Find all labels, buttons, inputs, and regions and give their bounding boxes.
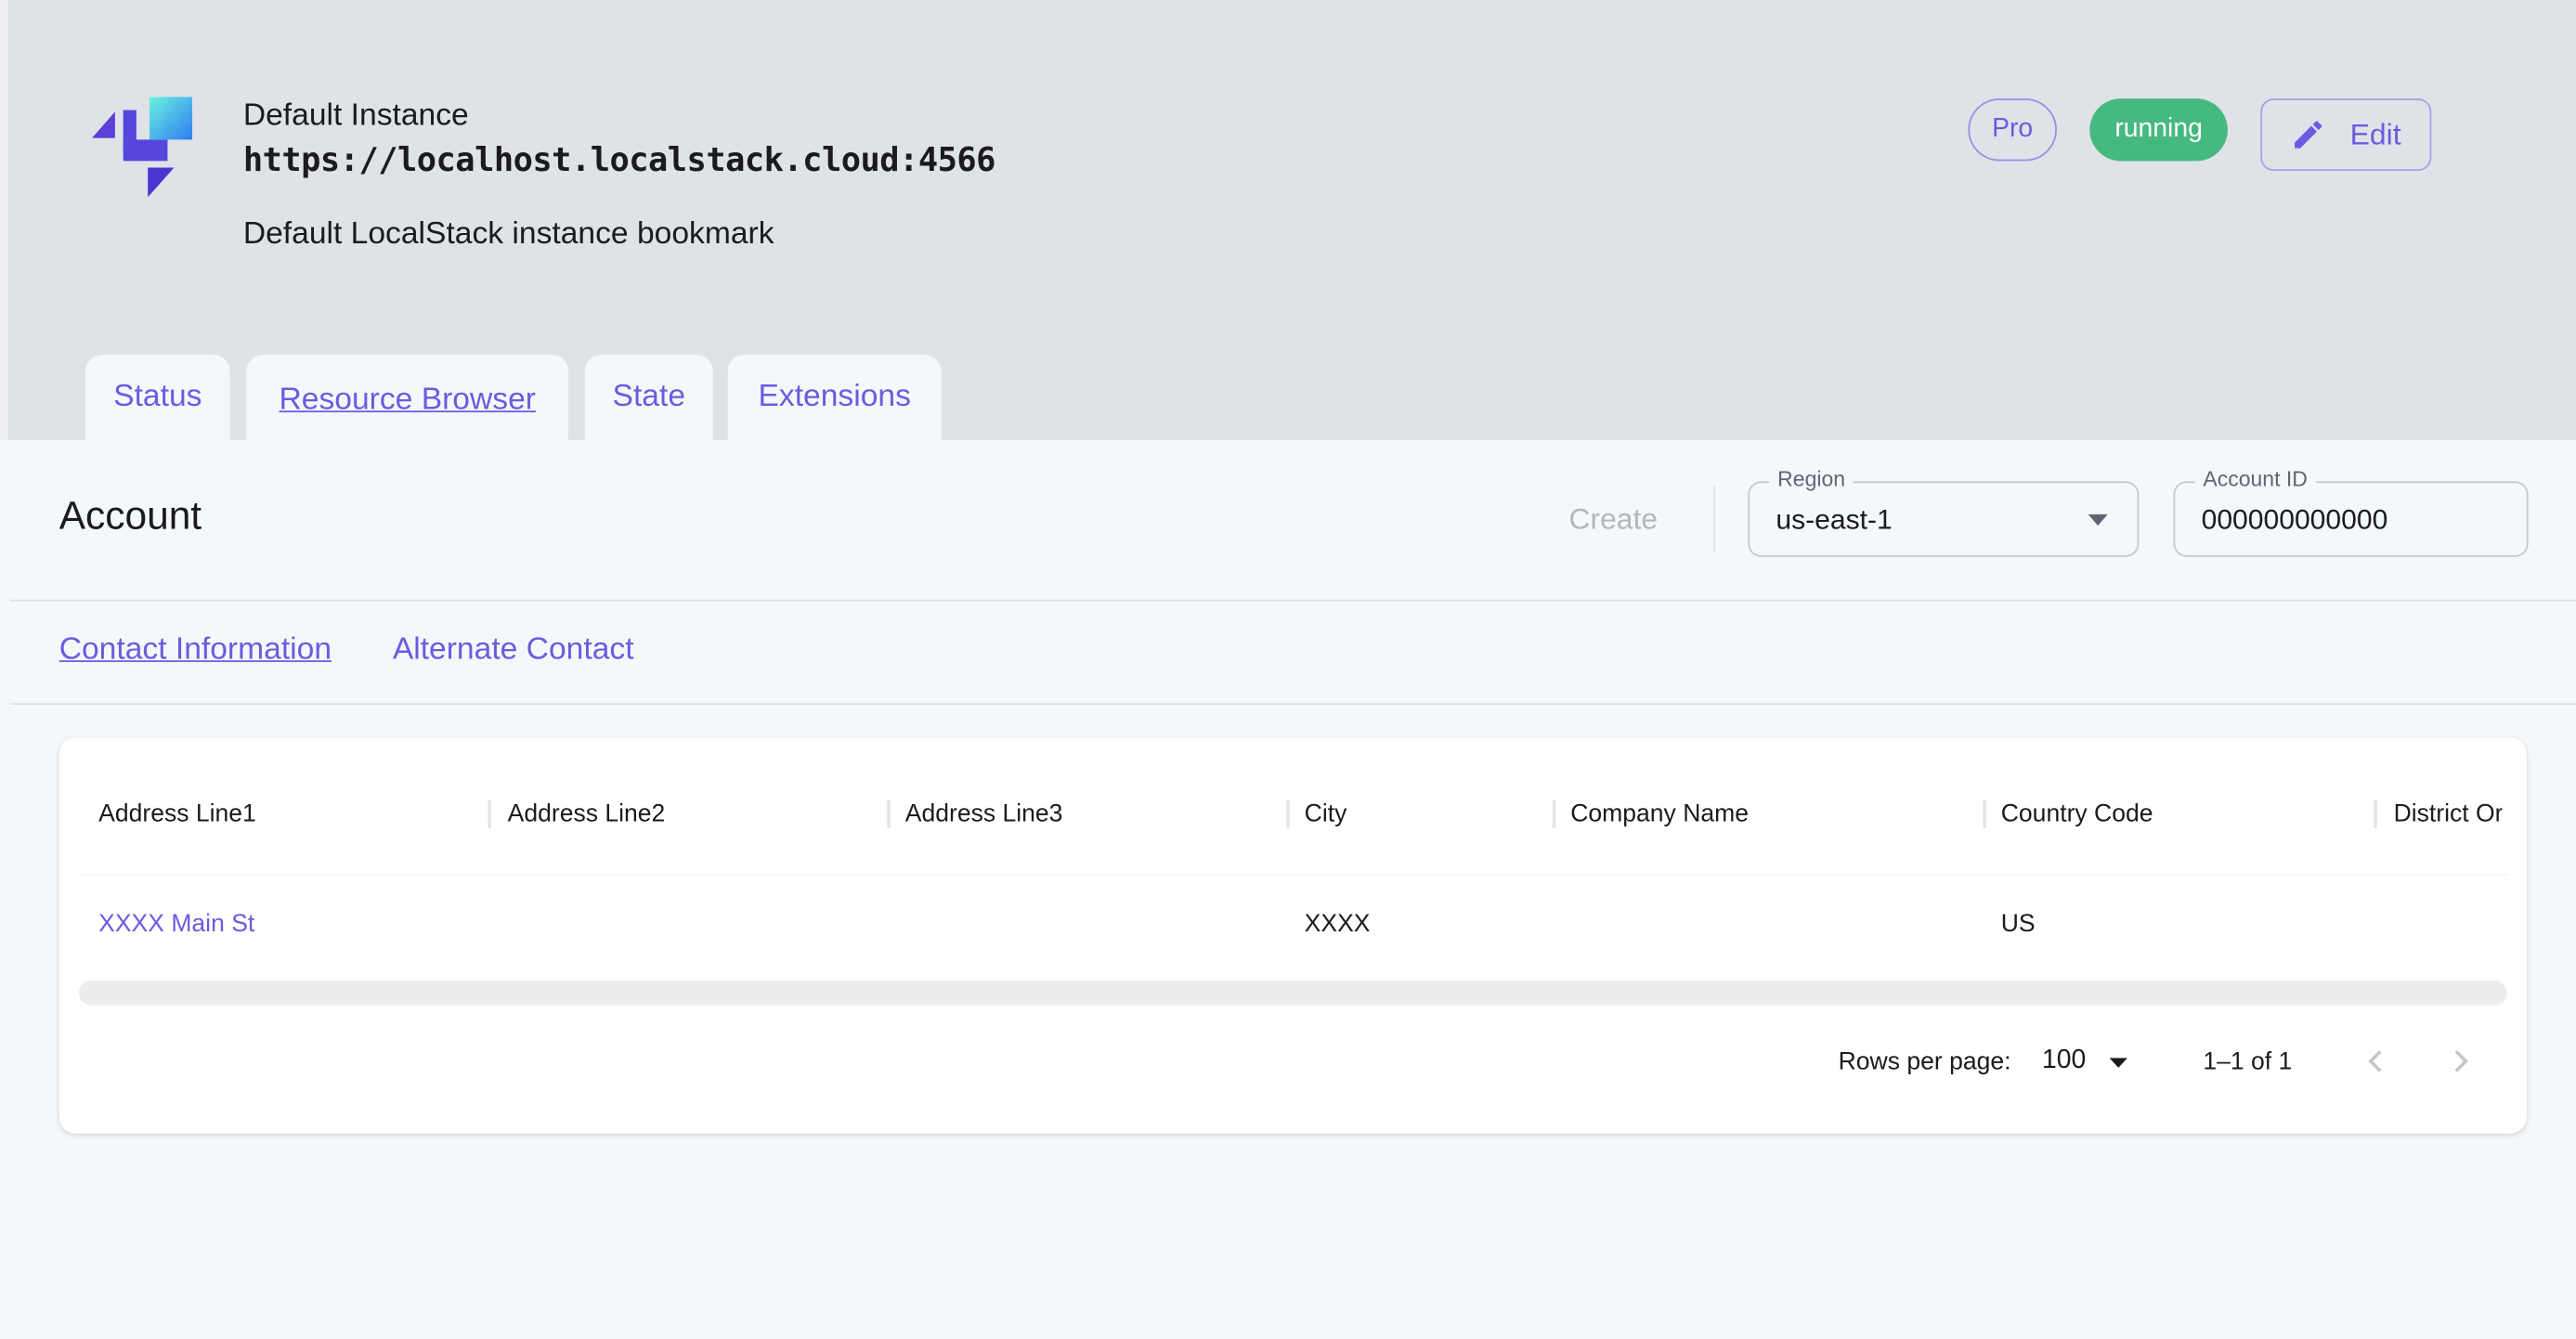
column-separator[interactable] xyxy=(1286,800,1290,828)
pencil-icon xyxy=(2295,121,2323,149)
tab-extensions[interactable]: Extensions xyxy=(727,355,942,441)
divider xyxy=(9,703,2576,705)
tab-label: Extensions xyxy=(758,379,911,414)
cell-address-line1-link[interactable]: XXXX Main St xyxy=(98,910,255,939)
page-title: Account xyxy=(59,494,202,540)
tab-label: State xyxy=(612,379,686,414)
column-separator[interactable] xyxy=(488,800,491,828)
tab-status[interactable]: Status xyxy=(85,355,230,441)
divider xyxy=(1713,486,1715,552)
column-header[interactable]: City xyxy=(1304,800,1347,828)
account-id-label: Account ID xyxy=(2194,466,2316,491)
create-button[interactable]: Create xyxy=(1568,502,1659,536)
contact-table-card xyxy=(59,737,2527,1134)
subtab-alternate-contact[interactable]: Alternate Contact xyxy=(392,632,634,668)
column-separator[interactable] xyxy=(887,800,891,828)
rows-per-page-label: Rows per page: xyxy=(1838,1047,2011,1076)
tab-label: Resource Browser xyxy=(279,383,536,418)
horizontal-scrollbar[interactable] xyxy=(78,981,2507,1006)
plan-badge: Pro xyxy=(1968,98,2057,162)
instance-name: Default Instance xyxy=(242,98,469,134)
next-page-icon[interactable] xyxy=(2451,1048,2470,1074)
region-value: us-east-1 xyxy=(1776,504,1893,536)
subtab-contact-information[interactable]: Contact Information xyxy=(59,632,332,668)
rows-per-page-value: 100 xyxy=(2041,1046,2087,1074)
tab-label: Status xyxy=(113,379,202,414)
column-header[interactable]: Address Line3 xyxy=(904,800,1063,828)
column-separator[interactable] xyxy=(2374,800,2377,828)
region-select[interactable]: Region us-east-1 xyxy=(1748,466,2140,557)
tab-state[interactable]: State xyxy=(584,355,713,441)
localstack-logo-icon xyxy=(92,97,192,198)
edit-label: Edit xyxy=(2349,117,2401,150)
column-header[interactable]: Address Line1 xyxy=(98,800,256,828)
column-separator[interactable] xyxy=(1552,800,1556,828)
column-separator[interactable] xyxy=(1983,800,1986,828)
pagination-range: 1–1 of 1 xyxy=(2203,1047,2293,1076)
tab-resource-browser[interactable]: Resource Browser xyxy=(246,355,569,448)
divider xyxy=(9,599,2576,602)
column-header[interactable]: Country Code xyxy=(2000,800,2153,828)
column-header[interactable]: Company Name xyxy=(1570,800,1750,828)
row-divider xyxy=(78,874,2507,876)
previous-page-icon[interactable] xyxy=(2366,1048,2386,1074)
edit-button[interactable]: Edit xyxy=(2260,98,2432,171)
instance-description: Default LocalStack instance bookmark xyxy=(242,216,774,252)
instance-url[interactable]: https://localhost.localstack.cloud:4566 xyxy=(242,139,996,179)
account-id-value: 000000000000 xyxy=(2201,504,2388,536)
account-id-field[interactable]: Account ID 000000000000 xyxy=(2173,466,2529,557)
rows-per-page-select[interactable]: 100 xyxy=(2041,1046,2128,1076)
column-header[interactable]: Address Line2 xyxy=(507,800,666,828)
column-header[interactable]: District Or xyxy=(2393,800,2503,828)
status-badge: running xyxy=(2089,98,2228,162)
region-label: Region xyxy=(1769,466,1854,491)
cell-city: XXXX xyxy=(1304,910,1371,939)
chevron-down-icon xyxy=(2109,1058,2128,1068)
cell-country-code: US xyxy=(2000,910,2036,939)
chevron-down-icon xyxy=(2088,514,2108,526)
